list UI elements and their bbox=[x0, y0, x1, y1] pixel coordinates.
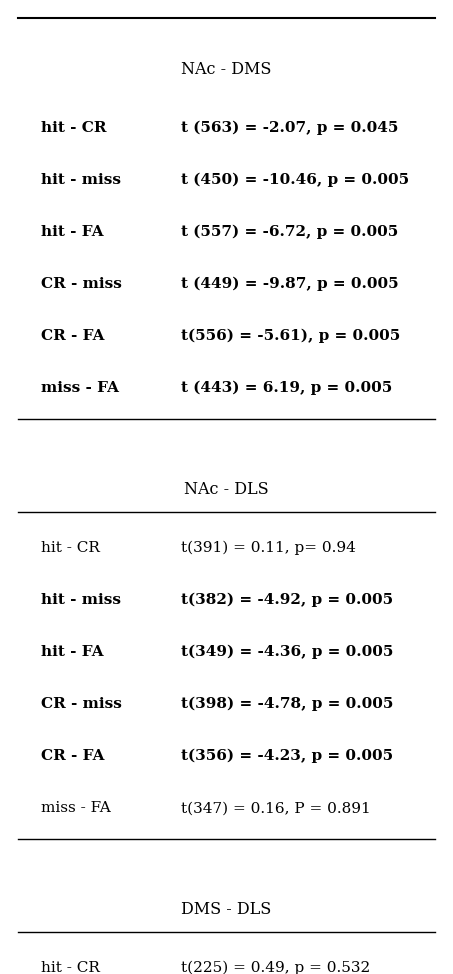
Text: t(382) = -4.92, p = 0.005: t(382) = -4.92, p = 0.005 bbox=[181, 593, 393, 608]
Text: t (450) = -10.46, p = 0.005: t (450) = -10.46, p = 0.005 bbox=[181, 173, 410, 187]
Text: DMS - DLS: DMS - DLS bbox=[181, 901, 272, 918]
Text: CR - FA: CR - FA bbox=[41, 749, 104, 764]
Text: t(347) = 0.16, P = 0.891: t(347) = 0.16, P = 0.891 bbox=[181, 802, 371, 815]
Text: miss - FA: miss - FA bbox=[41, 381, 119, 395]
Text: CR - miss: CR - miss bbox=[41, 697, 122, 711]
Text: NAc - DLS: NAc - DLS bbox=[184, 480, 269, 498]
Text: t (563) = -2.07, p = 0.045: t (563) = -2.07, p = 0.045 bbox=[181, 121, 399, 135]
Text: t (557) = -6.72, p = 0.005: t (557) = -6.72, p = 0.005 bbox=[181, 225, 399, 240]
Text: t(225) = 0.49, p = 0.532: t(225) = 0.49, p = 0.532 bbox=[181, 961, 371, 974]
Text: hit - FA: hit - FA bbox=[41, 225, 103, 240]
Text: t(398) = -4.78, p = 0.005: t(398) = -4.78, p = 0.005 bbox=[181, 697, 394, 711]
Text: hit - miss: hit - miss bbox=[41, 593, 121, 607]
Text: t (449) = -9.87, p = 0.005: t (449) = -9.87, p = 0.005 bbox=[181, 277, 399, 291]
Text: hit - CR: hit - CR bbox=[41, 961, 100, 974]
Text: hit - CR: hit - CR bbox=[41, 121, 106, 135]
Text: t(391) = 0.11, p= 0.94: t(391) = 0.11, p= 0.94 bbox=[181, 541, 356, 555]
Text: hit - FA: hit - FA bbox=[41, 645, 103, 659]
Text: t(356) = -4.23, p = 0.005: t(356) = -4.23, p = 0.005 bbox=[181, 749, 393, 764]
Text: NAc - DMS: NAc - DMS bbox=[181, 60, 272, 78]
Text: hit - CR: hit - CR bbox=[41, 542, 100, 555]
Text: t(349) = -4.36, p = 0.005: t(349) = -4.36, p = 0.005 bbox=[181, 645, 394, 659]
Text: t (443) = 6.19, p = 0.005: t (443) = 6.19, p = 0.005 bbox=[181, 381, 392, 395]
Text: t(556) = -5.61), p = 0.005: t(556) = -5.61), p = 0.005 bbox=[181, 329, 400, 344]
Text: hit - miss: hit - miss bbox=[41, 173, 121, 187]
Text: miss - FA: miss - FA bbox=[41, 802, 111, 815]
Text: CR - FA: CR - FA bbox=[41, 329, 104, 343]
Text: CR - miss: CR - miss bbox=[41, 278, 122, 291]
